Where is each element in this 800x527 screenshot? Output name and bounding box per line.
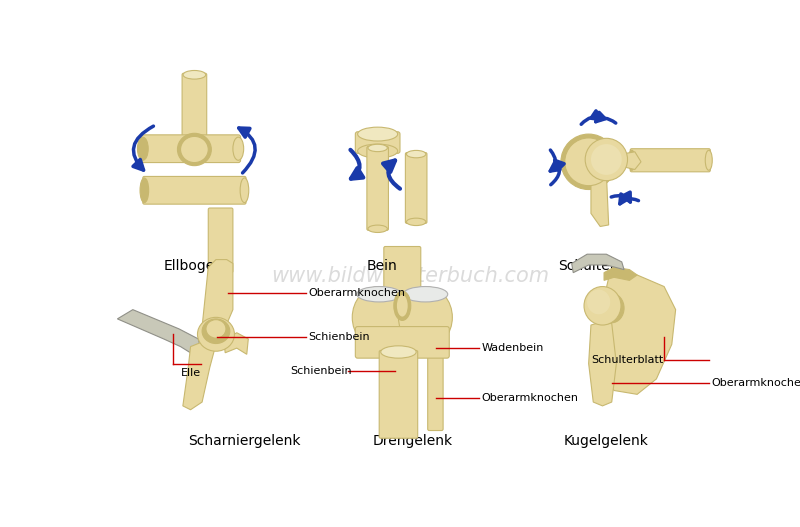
Ellipse shape <box>406 218 426 226</box>
Ellipse shape <box>357 287 402 302</box>
Text: Wadenbein: Wadenbein <box>482 343 544 353</box>
Polygon shape <box>598 271 676 394</box>
Ellipse shape <box>706 150 712 170</box>
Text: Drehgelenk: Drehgelenk <box>373 434 453 447</box>
Ellipse shape <box>181 136 208 162</box>
Ellipse shape <box>358 144 398 158</box>
Text: Oberarmknochen: Oberarmknochen <box>308 288 406 298</box>
FancyBboxPatch shape <box>355 327 450 358</box>
Ellipse shape <box>603 297 620 319</box>
Ellipse shape <box>233 137 244 160</box>
Text: Scharniergelenk: Scharniergelenk <box>188 434 301 447</box>
Ellipse shape <box>368 225 387 232</box>
Text: Schienbein: Schienbein <box>308 331 370 341</box>
Text: www.bildwoerterbuch.com: www.bildwoerterbuch.com <box>271 266 549 286</box>
Ellipse shape <box>587 290 610 314</box>
Text: Schienbein: Schienbein <box>290 366 352 376</box>
Text: Ellbogen: Ellbogen <box>163 259 223 273</box>
Ellipse shape <box>591 144 622 175</box>
FancyBboxPatch shape <box>406 152 427 223</box>
FancyBboxPatch shape <box>208 208 233 272</box>
Text: Elle: Elle <box>181 368 201 378</box>
FancyBboxPatch shape <box>355 132 400 153</box>
Ellipse shape <box>561 134 616 190</box>
FancyBboxPatch shape <box>384 247 421 304</box>
Ellipse shape <box>628 150 635 170</box>
Ellipse shape <box>140 178 149 202</box>
Ellipse shape <box>183 71 206 79</box>
Ellipse shape <box>394 291 410 320</box>
Ellipse shape <box>398 287 452 348</box>
Ellipse shape <box>565 138 613 186</box>
Polygon shape <box>589 324 616 406</box>
Ellipse shape <box>352 287 406 348</box>
Ellipse shape <box>240 178 249 202</box>
Ellipse shape <box>585 138 627 181</box>
Polygon shape <box>591 171 609 227</box>
FancyBboxPatch shape <box>379 350 418 438</box>
Polygon shape <box>118 310 201 354</box>
Polygon shape <box>572 254 624 272</box>
Ellipse shape <box>206 320 226 338</box>
Ellipse shape <box>358 127 398 141</box>
Polygon shape <box>224 333 248 354</box>
Polygon shape <box>202 260 233 334</box>
FancyBboxPatch shape <box>428 339 443 431</box>
Ellipse shape <box>138 137 148 160</box>
Ellipse shape <box>584 287 621 325</box>
Ellipse shape <box>198 317 234 351</box>
Polygon shape <box>622 152 641 170</box>
Ellipse shape <box>406 150 426 158</box>
FancyBboxPatch shape <box>182 73 206 142</box>
Ellipse shape <box>403 287 448 302</box>
Polygon shape <box>183 342 216 409</box>
Text: Kugelgelenk: Kugelgelenk <box>564 434 649 447</box>
Polygon shape <box>604 267 637 280</box>
Ellipse shape <box>202 319 230 344</box>
Ellipse shape <box>183 136 206 144</box>
Text: Bein: Bein <box>367 259 398 273</box>
Ellipse shape <box>368 144 387 152</box>
Text: Schulterblatt: Schulterblatt <box>591 355 663 365</box>
FancyBboxPatch shape <box>141 135 241 162</box>
FancyBboxPatch shape <box>367 147 389 230</box>
Text: Oberarmknochen: Oberarmknochen <box>482 393 578 403</box>
Ellipse shape <box>381 346 416 358</box>
Text: Schulter: Schulter <box>558 259 615 273</box>
FancyBboxPatch shape <box>143 177 246 204</box>
Ellipse shape <box>397 295 408 317</box>
Ellipse shape <box>599 294 624 323</box>
Ellipse shape <box>178 133 211 165</box>
Text: Oberarmknochen: Oberarmknochen <box>712 378 800 388</box>
FancyBboxPatch shape <box>630 149 710 172</box>
